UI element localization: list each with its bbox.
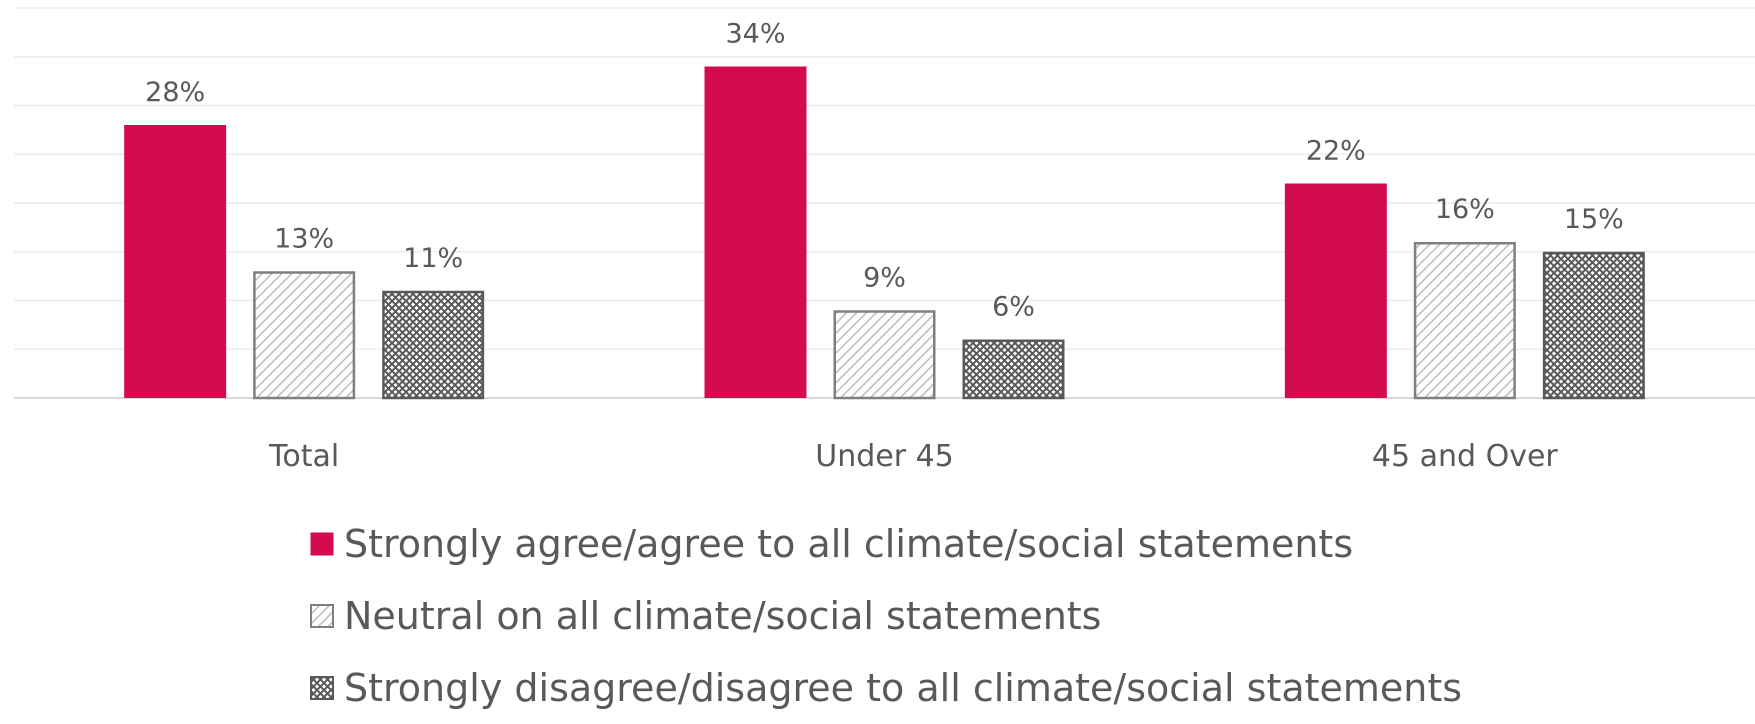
bar-disagree-1 <box>962 339 1065 400</box>
bar-neutral-1 <box>833 310 936 400</box>
x-tick-label-1: Under 45 <box>815 439 954 474</box>
legend-swatch-neutral <box>310 604 334 628</box>
legend-item-disagree: Strongly disagree/disagree to all climat… <box>310 652 1462 724</box>
data-label-disagree-2: 15% <box>1564 204 1624 235</box>
legend-label-disagree: Strongly disagree/disagree to all climat… <box>344 666 1463 710</box>
legend-label-agree: Strongly agree/agree to all climate/soci… <box>344 522 1354 566</box>
data-label-disagree-1: 6% <box>992 292 1035 323</box>
x-tick-label-2: 45 and Over <box>1372 439 1559 474</box>
bar-chart: 28% 13% 11% 34% 9% 6% 22% 16% 15% Total Under 45 4… <box>14 7 1755 474</box>
x-tick-label-0: Total <box>268 439 339 474</box>
bars-group <box>124 66 1645 400</box>
data-label-agree-2: 22% <box>1306 136 1366 167</box>
legend-item-neutral: Neutral on all climate/social statements <box>310 580 1462 652</box>
bar-neutral-2 <box>1413 242 1516 400</box>
bar-agree-2 <box>1284 183 1387 398</box>
data-labels-group: 28% 13% 11% 34% 9% 6% 22% 16% 15% <box>145 19 1624 323</box>
bar-neutral-0 <box>253 271 356 400</box>
legend-label-neutral: Neutral on all climate/social statements <box>344 594 1102 638</box>
bar-agree-0 <box>124 125 227 398</box>
bar-disagree-0 <box>382 290 485 400</box>
legend-swatch-agree <box>310 532 334 556</box>
legend-swatch-disagree <box>310 676 334 700</box>
legend: Strongly agree/agree to all climate/soci… <box>310 508 1462 724</box>
data-label-neutral-1: 9% <box>863 262 906 293</box>
data-label-agree-0: 28% <box>145 77 205 108</box>
data-label-disagree-0: 11% <box>403 243 463 274</box>
data-label-neutral-0: 13% <box>274 223 334 254</box>
bar-disagree-2 <box>1542 251 1645 400</box>
x-axis-tick-labels: Total Under 45 45 and Over <box>268 439 1558 474</box>
data-label-neutral-2: 16% <box>1435 194 1495 225</box>
legend-item-agree: Strongly agree/agree to all climate/soci… <box>310 508 1462 580</box>
data-label-agree-1: 34% <box>725 19 785 50</box>
bar-agree-1 <box>704 66 807 398</box>
